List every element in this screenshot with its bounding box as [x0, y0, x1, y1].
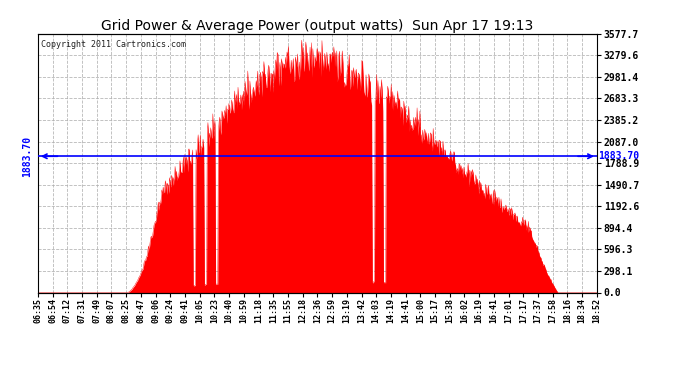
Title: Grid Power & Average Power (output watts)  Sun Apr 17 19:13: Grid Power & Average Power (output watts… [101, 19, 533, 33]
Text: Copyright 2011 Cartronics.com: Copyright 2011 Cartronics.com [41, 40, 186, 49]
Text: 1883.70: 1883.70 [598, 151, 640, 161]
Text: 1883.70: 1883.70 [22, 136, 32, 177]
